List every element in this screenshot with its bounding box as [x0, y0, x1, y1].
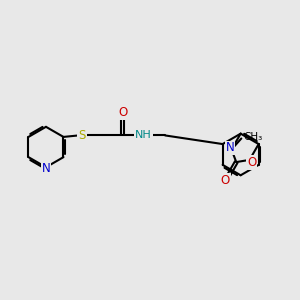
Text: O: O — [221, 174, 230, 188]
Text: O: O — [118, 106, 128, 119]
Text: S: S — [78, 129, 85, 142]
Text: NH: NH — [135, 130, 152, 140]
Text: N: N — [42, 162, 50, 175]
Text: CH₃: CH₃ — [243, 132, 263, 142]
Text: N: N — [226, 142, 234, 154]
Text: O: O — [247, 156, 256, 169]
